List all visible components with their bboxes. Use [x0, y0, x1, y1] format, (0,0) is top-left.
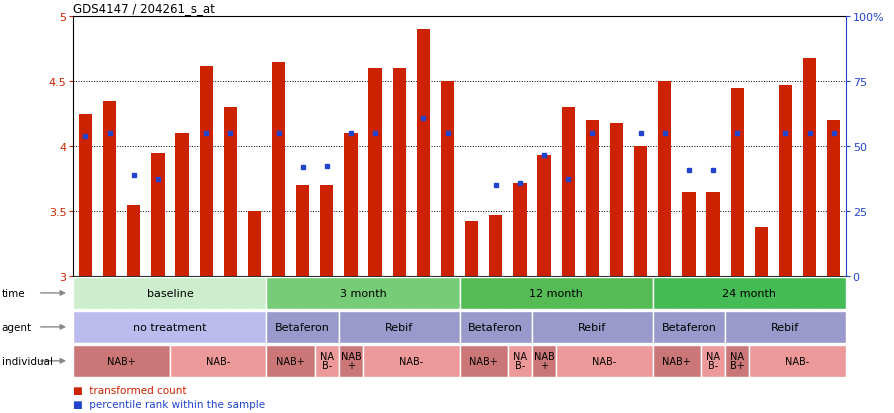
Bar [460, 345, 507, 377]
Bar [175, 134, 189, 276]
Bar [531, 345, 555, 377]
Text: Rebif: Rebif [384, 322, 413, 332]
Text: ■  percentile rank within the sample: ■ percentile rank within the sample [73, 399, 266, 409]
Text: baseline: baseline [147, 288, 193, 298]
Text: GDS4147 / 204261_s_at: GDS4147 / 204261_s_at [73, 2, 215, 15]
Bar [79, 114, 92, 276]
Bar [754, 227, 767, 276]
Bar [392, 69, 405, 276]
Text: NA
B-: NA B- [319, 351, 333, 370]
Bar [748, 345, 845, 377]
Bar [339, 345, 363, 377]
Bar [730, 88, 743, 276]
Text: NAB-: NAB- [206, 356, 230, 366]
Text: Betaferon: Betaferon [661, 322, 715, 332]
Bar [266, 311, 339, 343]
Text: Betaferon: Betaferon [468, 322, 523, 332]
Text: agent: agent [2, 322, 32, 332]
Text: NAB+: NAB+ [107, 356, 136, 366]
Bar [339, 311, 460, 343]
Bar [826, 121, 839, 276]
Bar [73, 277, 266, 309]
Bar [802, 59, 815, 276]
Bar [555, 345, 652, 377]
Bar [170, 345, 266, 377]
Bar [320, 186, 333, 276]
Bar [272, 63, 285, 276]
Bar [652, 311, 724, 343]
Text: 12 month: 12 month [528, 288, 582, 298]
Bar [652, 277, 845, 309]
Bar [460, 277, 652, 309]
Text: Betaferon: Betaferon [275, 322, 330, 332]
Bar [561, 108, 574, 276]
Bar [700, 345, 724, 377]
Bar [705, 192, 719, 276]
Bar [724, 345, 748, 377]
Bar [609, 123, 622, 276]
Bar [266, 345, 315, 377]
Bar [657, 82, 670, 276]
Bar [127, 205, 140, 276]
Text: Rebif: Rebif [771, 322, 798, 332]
Bar [681, 192, 695, 276]
Bar [368, 69, 382, 276]
Text: NAB
+: NAB + [533, 351, 553, 370]
Text: no treatment: no treatment [133, 322, 207, 332]
Bar [513, 183, 526, 276]
Bar [585, 121, 598, 276]
Bar [778, 86, 791, 276]
Bar [633, 147, 646, 276]
Text: NAB+: NAB+ [276, 356, 305, 366]
Bar [296, 186, 309, 276]
Text: Rebif: Rebif [578, 322, 606, 332]
Text: NAB-: NAB- [399, 356, 423, 366]
Bar [151, 153, 164, 276]
Bar [460, 311, 531, 343]
Text: NA
B-: NA B- [705, 351, 719, 370]
Bar [363, 345, 460, 377]
Bar [652, 345, 700, 377]
Text: time: time [2, 288, 25, 298]
Bar [344, 134, 358, 276]
Bar [441, 82, 453, 276]
Text: NAB+: NAB+ [468, 356, 498, 366]
Text: NAB+: NAB+ [662, 356, 690, 366]
Bar [489, 216, 502, 276]
Text: NAB-: NAB- [785, 356, 809, 366]
Bar [315, 345, 339, 377]
Text: NAB-: NAB- [592, 356, 616, 366]
Bar [724, 311, 845, 343]
Bar [73, 345, 170, 377]
Text: 24 month: 24 month [721, 288, 775, 298]
Bar [199, 66, 213, 276]
Bar [531, 311, 652, 343]
Bar [266, 277, 460, 309]
Bar [73, 311, 266, 343]
Text: NA
B+: NA B+ [729, 351, 744, 370]
Bar [536, 156, 550, 276]
Bar [417, 30, 429, 276]
Text: NAB
+: NAB + [341, 351, 361, 370]
Bar [507, 345, 531, 377]
Bar [248, 211, 261, 276]
Text: NA
B-: NA B- [512, 351, 527, 370]
Text: ■  transformed count: ■ transformed count [73, 385, 187, 395]
Bar [103, 102, 116, 276]
Text: individual: individual [2, 356, 53, 366]
Bar [224, 108, 237, 276]
Bar [465, 222, 477, 276]
Text: 3 month: 3 month [340, 288, 386, 298]
